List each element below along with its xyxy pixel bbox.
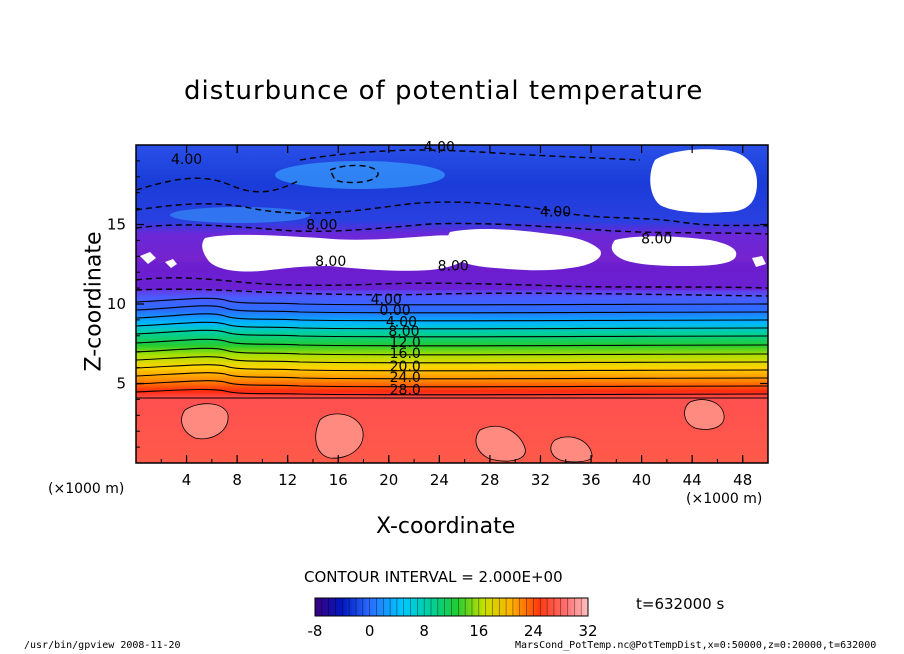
y-ticks: 5 10 15	[107, 144, 768, 464]
cyan-blob	[275, 161, 445, 189]
y-tick-label: 5	[116, 375, 126, 393]
contour-label: 0.00	[380, 303, 411, 319]
x-tick-label: 48	[733, 471, 752, 489]
contour-label: 20.0	[390, 359, 421, 375]
contour-labels: 4.000.004.008.0012.016.020.024.028.04.00…	[171, 139, 672, 398]
missing-region-band-right	[611, 236, 737, 266]
contour-label: 4.00	[371, 292, 402, 308]
solid-contour-12	[136, 388, 768, 396]
contour-label: 4.00	[540, 205, 571, 221]
warm-patch-1	[181, 403, 229, 440]
solid-contour-2	[136, 305, 768, 314]
solid-contour-10	[136, 372, 768, 380]
missing-region-speck-2	[165, 259, 177, 268]
missing-region-speck-3	[752, 256, 766, 267]
missing-region-speck-1	[140, 252, 156, 264]
x-tick-label: 40	[632, 471, 651, 489]
solid-contour-4	[136, 321, 768, 330]
y-axis-title: Z-coordinate	[81, 231, 107, 372]
missing-region-band-mid	[447, 228, 601, 271]
warm-patch-2	[315, 413, 364, 459]
x-tick-label: 16	[329, 471, 348, 489]
solid-contour-8	[136, 356, 768, 364]
dashed-contour-4	[136, 277, 768, 289]
colorbar-tick-label: 0	[365, 622, 375, 640]
colorbar-tick-label: 32	[578, 622, 597, 640]
x-tick-label: 32	[531, 471, 550, 489]
cyan-blob-2	[170, 207, 310, 223]
contour-label: 4.00	[386, 314, 417, 330]
x-ticks: 4 8 12 16 20 24 28 32 36 40 44 48	[135, 145, 769, 489]
colorbar-tick-label: 16	[469, 622, 488, 640]
colorbar-ticks: -8 0 8 16 24 32	[308, 622, 598, 640]
x-tick-label: 20	[379, 471, 398, 489]
time-label: t=632000 s	[636, 595, 725, 613]
dashed-contour-6	[329, 164, 379, 184]
missing-region-band-left	[202, 234, 470, 272]
dashed-contour-7	[299, 149, 641, 161]
contour-label: 16.0	[390, 346, 421, 362]
x-tick-label: 4	[182, 471, 192, 489]
contour-label: 8.00	[306, 217, 337, 233]
contour-label: 8.00	[438, 259, 469, 275]
colorbar-tick-label: 8	[419, 622, 429, 640]
solid-contour-11	[136, 380, 768, 388]
warm-patch-4	[550, 436, 593, 463]
dashed-contour-1	[136, 201, 768, 227]
chart-title: disturbunce of potential temperature	[184, 76, 704, 106]
x-tick-label: 8	[232, 471, 242, 489]
colorbar-lines	[321, 598, 582, 616]
heatmap-field	[136, 145, 768, 463]
solid-contour-3	[136, 313, 768, 322]
contour-label: 8.00	[641, 232, 672, 248]
colorbar-tick-label: 24	[524, 622, 543, 640]
contour-label: 28.0	[390, 383, 421, 399]
contour-interval-label: CONTOUR INTERVAL = 2.000E+00	[304, 568, 563, 586]
x-tick-label: 24	[430, 471, 449, 489]
contour-label: 8.00	[388, 324, 419, 340]
footer-right: MarsCond_PotTemp.nc@PotTempDist,x=0:5000…	[515, 640, 877, 651]
footer-left: /usr/bin/gpview 2008-11-20	[24, 640, 181, 651]
contour-label: 12.0	[390, 335, 421, 351]
colorbar-tick-label: -8	[308, 622, 323, 640]
warm-patch-3	[475, 425, 526, 462]
negative-contours	[136, 149, 768, 297]
solid-contour-9	[136, 364, 768, 372]
dashed-contour-3	[136, 222, 768, 235]
solid-contour-6	[136, 338, 768, 347]
missing-region-top-right	[650, 149, 758, 213]
y-tick-label: 15	[107, 216, 126, 234]
x-tick-label: 44	[683, 471, 702, 489]
contour-label: 4.00	[171, 152, 202, 168]
x-unit-label: (×1000 m)	[686, 491, 763, 507]
x-tick-label: 36	[581, 471, 600, 489]
positive-contours	[136, 297, 768, 399]
x-tick-label: 12	[278, 471, 297, 489]
x-tick-label: 28	[480, 471, 499, 489]
warm-patch-5	[684, 399, 725, 430]
solid-contour-7	[136, 347, 768, 356]
solid-contour-5	[136, 329, 768, 338]
contour-label: 4.00	[424, 139, 455, 155]
y-tick-label: 10	[107, 295, 126, 313]
contour-label: 8.00	[315, 254, 346, 270]
solid-contour-1	[136, 297, 768, 306]
y-unit-label: (×1000 m)	[48, 481, 125, 497]
contour-label: 24.0	[390, 370, 421, 386]
x-axis-title: X-coordinate	[376, 514, 516, 539]
